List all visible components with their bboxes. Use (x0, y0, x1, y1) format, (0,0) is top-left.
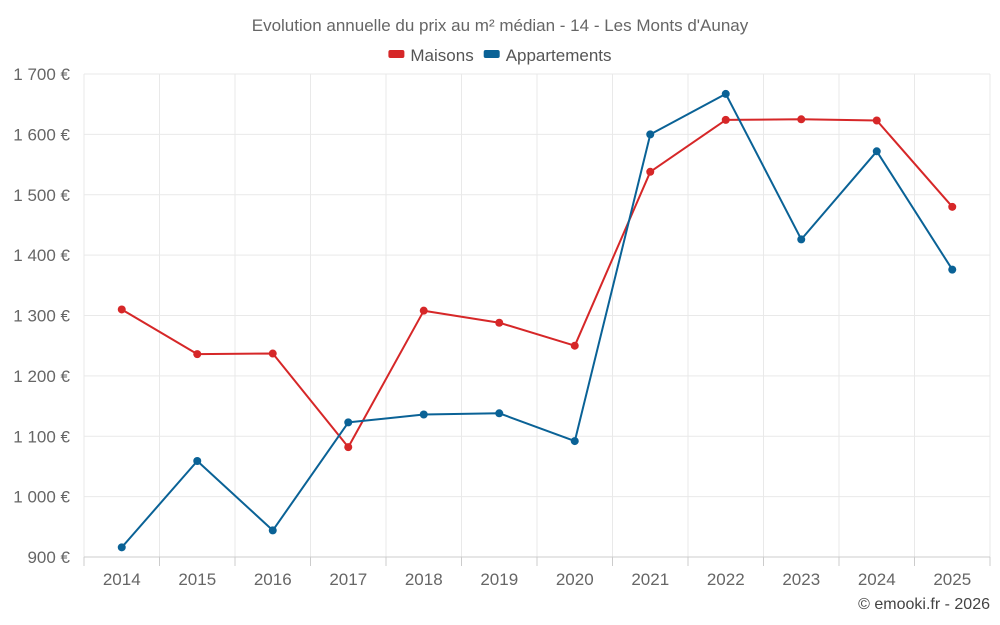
point-appartements-2015[interactable] (193, 457, 202, 466)
point-appartements-2014[interactable] (117, 543, 126, 552)
point-maisons-2020[interactable] (570, 341, 579, 350)
point-appartements-2018[interactable] (419, 410, 428, 419)
x-tick-label: 2020 (556, 570, 594, 589)
series-line-maisons (121, 118, 954, 449)
x-tick-label: 2016 (254, 570, 292, 589)
grid (83, 73, 991, 557)
x-tick-label: 2015 (178, 570, 216, 589)
point-maisons-2022[interactable] (721, 115, 730, 124)
point-appartements-2021[interactable] (646, 130, 655, 139)
x-tick-label: 2025 (933, 570, 971, 589)
legend-item-maisons[interactable]: Maisons (388, 46, 474, 65)
point-appartements-2022[interactable] (721, 89, 730, 98)
y-axis: 900 € 1 000 € 1 100 € 1 200 € 1 300 € 1 400 €… (13, 65, 70, 567)
point-appartements-2024[interactable] (872, 147, 881, 156)
series-line-appartements (121, 92, 954, 548)
y-tick-label: 1 700 € (13, 65, 70, 84)
point-appartements-2019[interactable] (495, 409, 504, 418)
point-maisons-2016[interactable] (268, 349, 277, 358)
legend-label: Maisons (410, 46, 473, 65)
legend-item-appartements[interactable]: Appartements (483, 46, 612, 65)
chart-title: Evolution annuelle du prix au m² médian … (252, 16, 749, 35)
legend-label: Appartements (506, 46, 612, 65)
legend-swatch (483, 50, 500, 58)
x-tick-label: 2022 (707, 570, 745, 589)
point-maisons-2018[interactable] (419, 306, 428, 315)
y-tick-label: 900 € (27, 548, 70, 567)
y-tick-label: 1 300 € (13, 307, 70, 326)
x-tick-label: 2018 (405, 570, 443, 589)
point-maisons-2017[interactable] (344, 443, 353, 452)
point-maisons-2025[interactable] (948, 202, 957, 211)
point-appartements-2025[interactable] (948, 265, 957, 274)
y-tick-label: 1 100 € (13, 427, 70, 446)
series (117, 89, 957, 552)
y-tick-label: 1 500 € (13, 186, 70, 205)
credit-text: © emooki.fr - 2026 (858, 596, 990, 613)
x-tick-label: 2014 (103, 570, 141, 589)
point-maisons-2023[interactable] (797, 115, 806, 124)
x-tick-label: 2024 (858, 570, 896, 589)
y-tick-label: 1 600 € (13, 125, 70, 144)
x-tick-label: 2019 (480, 570, 518, 589)
x-tick-label: 2017 (329, 570, 367, 589)
point-maisons-2024[interactable] (872, 116, 881, 125)
x-tick-label: 2021 (631, 570, 669, 589)
point-appartements-2023[interactable] (797, 235, 806, 244)
y-tick-label: 1 000 € (13, 488, 70, 507)
point-maisons-2021[interactable] (646, 167, 655, 176)
point-maisons-2014[interactable] (117, 305, 126, 314)
point-appartements-2020[interactable] (570, 437, 579, 446)
point-appartements-2017[interactable] (344, 418, 353, 427)
x-tick-label: 2023 (782, 570, 820, 589)
legend: Maisons Appartements (388, 46, 612, 65)
x-axis: 2014 2015 2016 2017 2018 2019 2020 2021 2022 2023… (83, 556, 991, 589)
legend-swatch (388, 50, 405, 58)
y-tick-label: 1 200 € (13, 367, 70, 386)
point-maisons-2019[interactable] (495, 318, 504, 327)
point-appartements-2016[interactable] (268, 526, 277, 535)
point-maisons-2015[interactable] (193, 350, 202, 359)
y-tick-label: 1 400 € (13, 246, 70, 265)
